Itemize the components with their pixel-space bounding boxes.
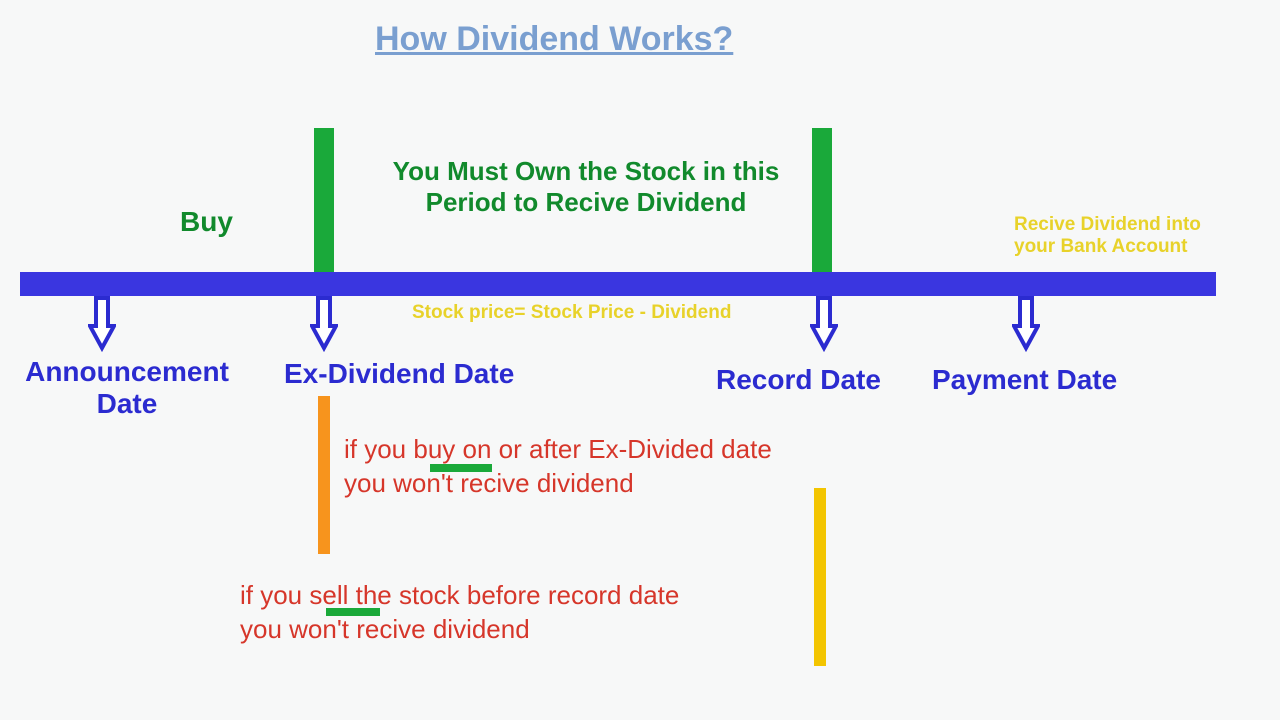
own-period-text: You Must Own the Stock in this Period to… <box>386 156 786 218</box>
receive-bank-text: Recive Dividend into your Bank Account <box>1014 214 1214 258</box>
yellow-marker-bar <box>814 488 826 666</box>
arrow-announcement <box>88 296 116 352</box>
note-buy-after-exdate: if you buy on or after Ex-Divided date y… <box>344 432 772 500</box>
stock-formula-text: Stock price= Stock Price - Dividend <box>412 302 731 324</box>
arrow-payment <box>1012 296 1040 352</box>
arrow-record <box>810 296 838 352</box>
underline-buy <box>430 464 492 472</box>
label-record-date: Record Date <box>716 364 881 396</box>
underline-sell <box>326 608 380 616</box>
period-start-bar <box>314 128 334 272</box>
arrow-exdividend <box>310 296 338 352</box>
orange-marker-bar <box>318 396 330 554</box>
page-title: How Dividend Works? <box>375 20 733 59</box>
timeline-bar <box>20 272 1216 296</box>
label-payment-date: Payment Date <box>932 364 1117 396</box>
buy-label: Buy <box>180 206 233 238</box>
diagram-canvas: How Dividend Works? Buy You Must Own the… <box>0 0 1280 720</box>
period-end-bar <box>812 128 832 272</box>
note-sell-before-record: if you sell the stock before record date… <box>240 578 679 646</box>
label-exdividend-date: Ex-Dividend Date <box>284 358 514 390</box>
label-announcement-date: Announcement Date <box>12 356 242 420</box>
